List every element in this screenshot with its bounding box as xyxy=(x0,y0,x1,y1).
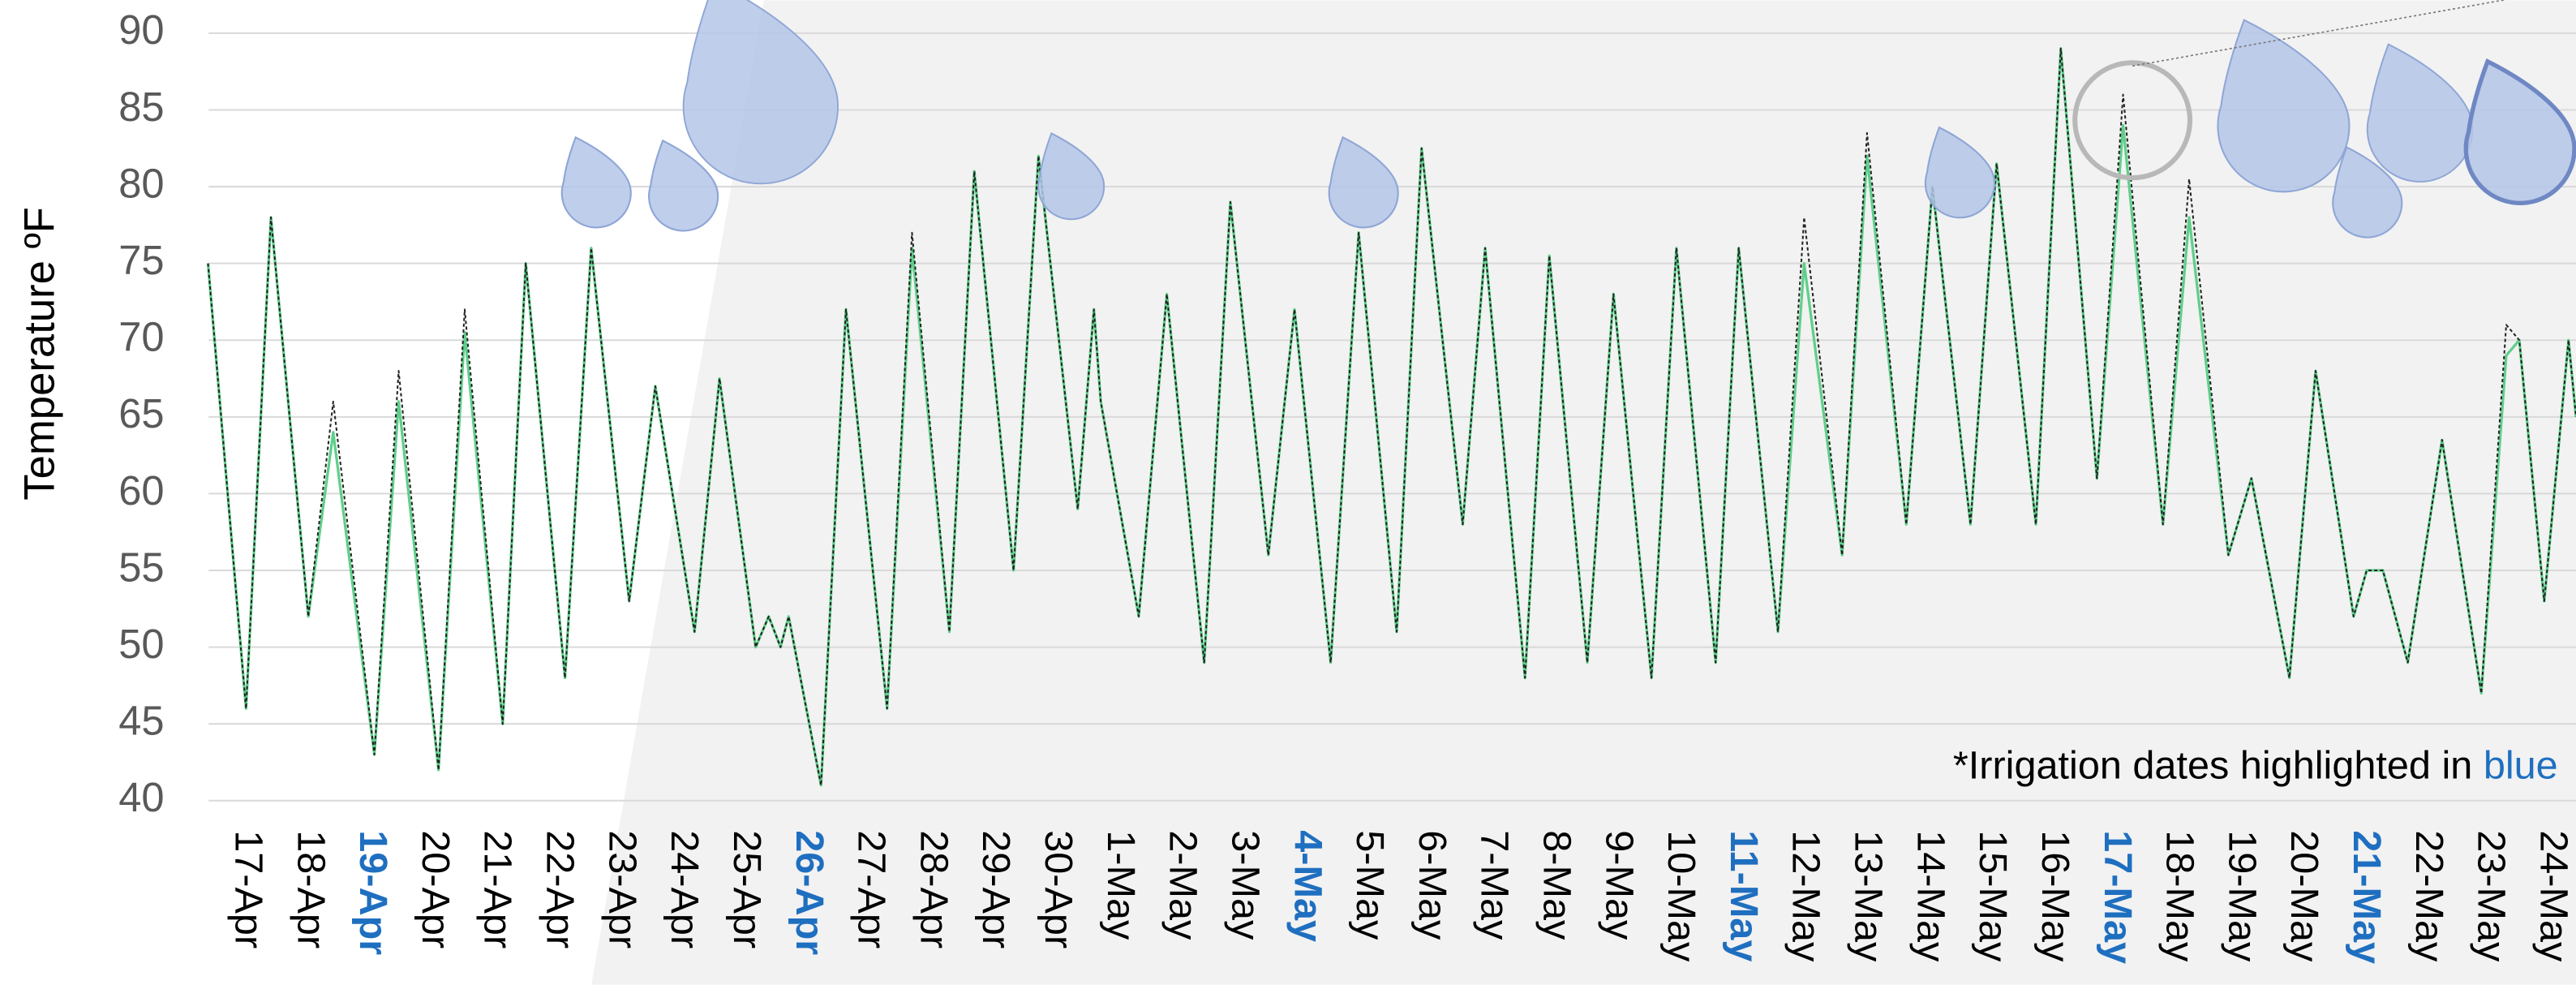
x-tick-label: 24-Apr xyxy=(663,830,706,948)
y-tick-label: 80 xyxy=(118,160,164,206)
x-tick-label: 28-Apr xyxy=(912,830,955,948)
annotation-text: *Irrigation dates highlighted in xyxy=(1953,743,2484,787)
x-tick-label: 27-Apr xyxy=(850,830,894,948)
x-tick-label: 4-May xyxy=(1286,830,1329,942)
annotation: *Irrigation dates highlighted in blue xyxy=(1953,743,2558,787)
y-tick-label: 65 xyxy=(118,390,164,437)
x-tick-label: 21-Apr xyxy=(476,830,520,948)
series-line xyxy=(207,47,2576,786)
x-tick-label: 24-May xyxy=(2531,830,2575,962)
lines xyxy=(206,47,2576,787)
y-tick-label: 70 xyxy=(118,314,164,360)
y-tick-label: 75 xyxy=(118,237,164,283)
x-tick-label: 7-May xyxy=(1473,830,1517,940)
x-tick-label: 13-May xyxy=(1847,830,1891,962)
x-tick-label: 17-Apr xyxy=(226,830,270,948)
x-tick-label: 26-Apr xyxy=(788,830,831,955)
highlight-circle xyxy=(2072,60,2193,181)
shaded-region xyxy=(591,0,2576,985)
y-tick-label: 90 xyxy=(118,6,164,53)
x-tick-label: 23-Apr xyxy=(600,830,644,948)
y-axis-label: Temperature ºF xyxy=(16,207,64,501)
y-tick-label: 45 xyxy=(118,698,164,744)
axes: 40 45 50 55 60 65 70 75 80 85 90 17-Apr 18-Apr 19-Apr… xyxy=(118,6,2575,964)
x-tick-label: 25-Apr xyxy=(725,830,769,948)
x-tick-label: 18-May xyxy=(2158,830,2202,962)
annotation-highlight: blue xyxy=(2484,743,2558,787)
x-tick-label: 6-May xyxy=(1410,830,1454,940)
x-tick-label: 1-May xyxy=(1099,830,1143,940)
x-tick-label: 11-May xyxy=(1722,830,1766,961)
y-tick-label: 85 xyxy=(118,84,164,130)
x-tick-label: 30-Apr xyxy=(1037,830,1080,948)
x-tick-label: 3-May xyxy=(1223,830,1267,940)
x-tick-label: 5-May xyxy=(1348,830,1392,940)
x-tick-label: 16-May xyxy=(2033,830,2077,962)
y-tick-label: 50 xyxy=(118,621,164,667)
y-tick-label: 60 xyxy=(118,467,164,514)
x-tick-label: 29-Apr xyxy=(974,830,1018,948)
x-tick-label: 19-May xyxy=(2220,830,2264,962)
x-tick-label: 18-Apr xyxy=(289,830,333,948)
y-tick-label: 40 xyxy=(118,774,164,820)
drop xyxy=(562,137,631,227)
x-tick-label: 15-May xyxy=(1971,830,2015,962)
x-tick-label: 20-Apr xyxy=(414,830,457,948)
x-tick-label: 19-Apr xyxy=(351,830,395,955)
x-tick-label: 20-May xyxy=(2282,830,2326,962)
x-tick-label: 14-May xyxy=(1908,830,1952,962)
x-tick-label: 2-May xyxy=(1161,830,1205,940)
x-tick-label: 9-May xyxy=(1597,830,1641,940)
x-tick-label: 10-May xyxy=(1659,830,1703,962)
x-tick-label: 23-May xyxy=(2470,830,2514,962)
x-tick-label: 22-May xyxy=(2407,830,2451,962)
x-tick-label: 17-May xyxy=(2096,830,2140,964)
x-tick-label: 8-May xyxy=(1535,830,1578,940)
x-tick-label: 21-May xyxy=(2345,830,2389,964)
callout-line xyxy=(2132,0,2508,67)
x-tick-label: 22-Apr xyxy=(539,830,582,948)
y-tick-label: 55 xyxy=(118,544,164,590)
x-tick-label: 12-May xyxy=(1784,830,1828,962)
